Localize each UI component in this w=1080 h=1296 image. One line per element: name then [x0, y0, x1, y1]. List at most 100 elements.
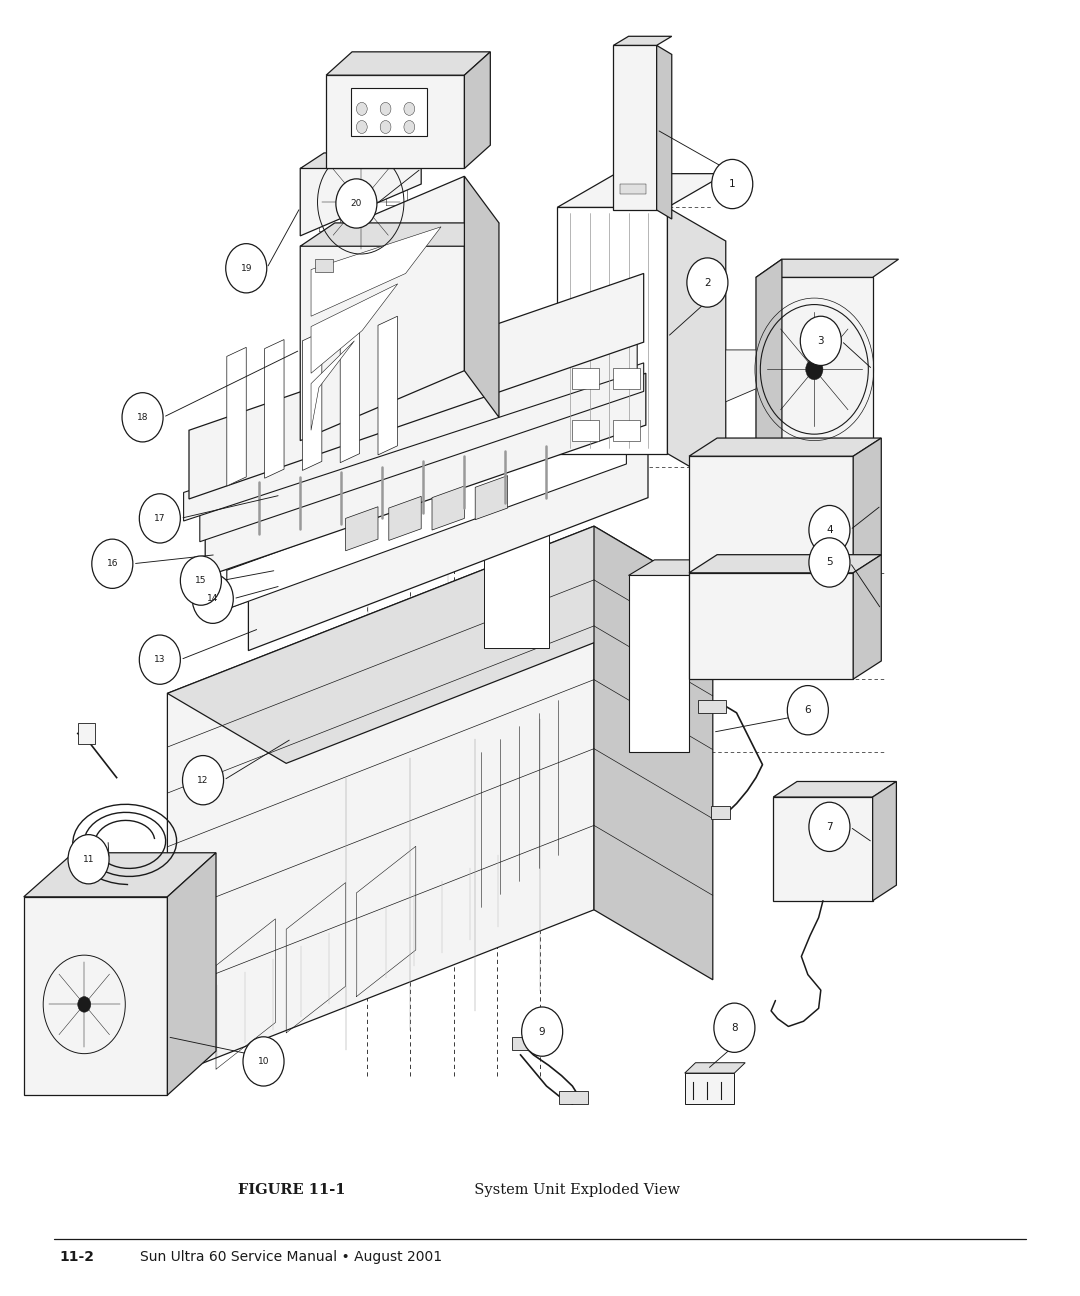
- Polygon shape: [773, 781, 896, 797]
- Polygon shape: [613, 45, 657, 210]
- Polygon shape: [248, 441, 648, 651]
- Polygon shape: [311, 227, 441, 316]
- Circle shape: [92, 539, 133, 588]
- Polygon shape: [572, 368, 599, 389]
- Polygon shape: [613, 36, 672, 45]
- Polygon shape: [853, 438, 881, 573]
- Circle shape: [243, 1037, 284, 1086]
- Text: FIGURE 11-1: FIGURE 11-1: [238, 1183, 346, 1196]
- Polygon shape: [689, 438, 881, 456]
- Polygon shape: [300, 176, 464, 441]
- Polygon shape: [184, 343, 637, 521]
- Circle shape: [380, 102, 391, 115]
- Text: System Unit Exploded View: System Unit Exploded View: [464, 1183, 680, 1196]
- Text: 18: 18: [137, 413, 148, 421]
- Text: 15: 15: [195, 577, 206, 584]
- Polygon shape: [326, 52, 490, 75]
- Polygon shape: [726, 350, 756, 402]
- Polygon shape: [378, 316, 397, 455]
- Polygon shape: [189, 273, 644, 499]
- Polygon shape: [512, 1037, 538, 1050]
- Polygon shape: [227, 347, 246, 486]
- Polygon shape: [200, 363, 644, 542]
- Circle shape: [356, 121, 367, 133]
- Polygon shape: [24, 897, 167, 1095]
- Circle shape: [356, 102, 367, 115]
- Circle shape: [226, 244, 267, 293]
- Polygon shape: [613, 420, 640, 441]
- Polygon shape: [667, 207, 726, 487]
- Polygon shape: [167, 853, 216, 1095]
- Circle shape: [522, 1007, 563, 1056]
- Circle shape: [180, 556, 221, 605]
- Polygon shape: [689, 555, 881, 573]
- Polygon shape: [205, 373, 646, 577]
- Polygon shape: [773, 797, 873, 901]
- Circle shape: [806, 359, 823, 380]
- Circle shape: [712, 159, 753, 209]
- Polygon shape: [629, 560, 715, 575]
- Polygon shape: [559, 1091, 588, 1104]
- Text: 16: 16: [107, 560, 118, 568]
- Polygon shape: [484, 531, 549, 648]
- Polygon shape: [557, 174, 726, 207]
- Polygon shape: [756, 259, 782, 461]
- Text: 10: 10: [258, 1058, 269, 1065]
- Text: 1: 1: [729, 179, 735, 189]
- Circle shape: [380, 121, 391, 133]
- Circle shape: [354, 194, 367, 210]
- Polygon shape: [572, 420, 599, 441]
- Text: 14: 14: [207, 595, 218, 603]
- Polygon shape: [389, 496, 421, 540]
- Polygon shape: [613, 316, 640, 337]
- Polygon shape: [475, 476, 508, 520]
- Polygon shape: [311, 341, 354, 430]
- Polygon shape: [300, 153, 445, 168]
- Polygon shape: [756, 277, 873, 461]
- Polygon shape: [629, 575, 689, 752]
- Polygon shape: [572, 316, 599, 337]
- Circle shape: [192, 574, 233, 623]
- Polygon shape: [346, 507, 378, 551]
- Polygon shape: [300, 117, 421, 236]
- Polygon shape: [24, 853, 216, 897]
- Text: 2: 2: [704, 277, 711, 288]
- Circle shape: [687, 258, 728, 307]
- Circle shape: [122, 393, 163, 442]
- Polygon shape: [302, 332, 322, 470]
- Polygon shape: [326, 75, 464, 168]
- Text: 20: 20: [351, 200, 362, 207]
- Text: 3: 3: [818, 336, 824, 346]
- Circle shape: [183, 756, 224, 805]
- Text: 5: 5: [826, 557, 833, 568]
- Polygon shape: [657, 45, 672, 219]
- Polygon shape: [689, 456, 853, 573]
- Text: 17: 17: [154, 515, 165, 522]
- Polygon shape: [594, 526, 713, 980]
- Circle shape: [139, 494, 180, 543]
- Polygon shape: [300, 223, 499, 246]
- Circle shape: [800, 316, 841, 365]
- Polygon shape: [613, 368, 640, 389]
- Polygon shape: [464, 176, 499, 417]
- Circle shape: [787, 686, 828, 735]
- Text: 6: 6: [805, 705, 811, 715]
- Circle shape: [139, 635, 180, 684]
- Polygon shape: [167, 526, 713, 763]
- Polygon shape: [488, 482, 555, 529]
- Text: 11-2: 11-2: [59, 1251, 94, 1264]
- Polygon shape: [227, 425, 626, 609]
- Circle shape: [336, 179, 377, 228]
- Polygon shape: [620, 184, 646, 194]
- Text: 8: 8: [731, 1023, 738, 1033]
- Polygon shape: [340, 324, 360, 463]
- Circle shape: [68, 835, 109, 884]
- Polygon shape: [698, 700, 726, 713]
- Polygon shape: [685, 1073, 734, 1104]
- Polygon shape: [311, 284, 397, 373]
- Circle shape: [714, 1003, 755, 1052]
- Polygon shape: [432, 486, 464, 530]
- Polygon shape: [464, 428, 557, 480]
- Circle shape: [809, 802, 850, 851]
- Text: 7: 7: [826, 822, 833, 832]
